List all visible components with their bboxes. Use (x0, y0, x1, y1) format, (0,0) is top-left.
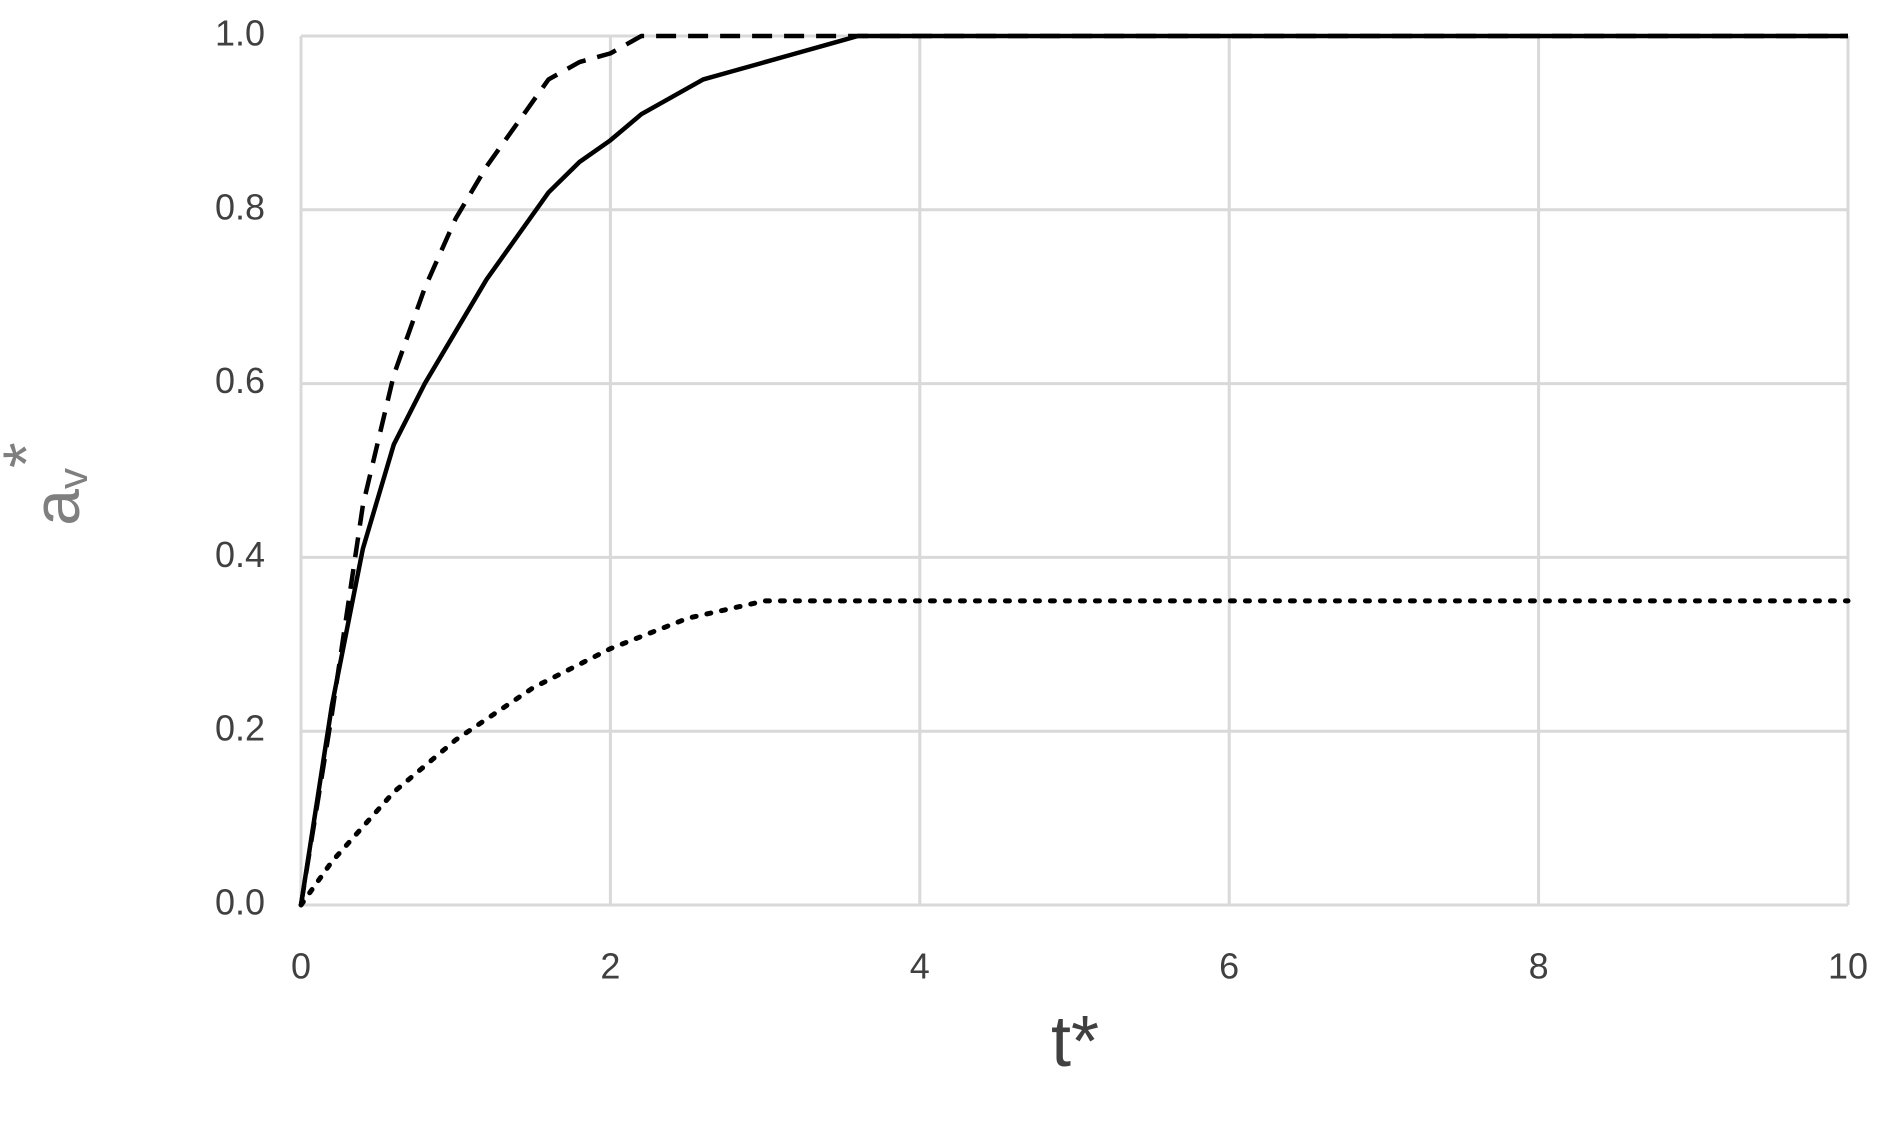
x-tick-label: 8 (1529, 946, 1549, 987)
y-tick-label: 0.2 (215, 708, 265, 749)
x-tick-label: 4 (910, 946, 930, 987)
line-series (298, 33, 1848, 906)
y-axis-label: av* (0, 442, 96, 525)
x-tick-label: 0 (291, 946, 311, 987)
y-tick-label: 0.0 (215, 882, 265, 923)
x-tick-label: 10 (1828, 946, 1868, 987)
y-label-sup: * (0, 442, 63, 468)
line-series (298, 33, 1848, 906)
line-series (298, 598, 1851, 908)
y-tick-label: 0.6 (215, 360, 265, 401)
y-tick-label: 1.0 (215, 13, 265, 54)
x-tick-label: 6 (1219, 946, 1239, 987)
y-label-sub: v (49, 468, 96, 489)
x-axis-label: t* (1051, 1002, 1099, 1082)
y-label-base: a (19, 489, 93, 526)
x-tick-label: 2 (600, 946, 620, 987)
y-tick-label: 0.4 (215, 534, 265, 575)
y-tick-label: 0.8 (215, 186, 265, 227)
